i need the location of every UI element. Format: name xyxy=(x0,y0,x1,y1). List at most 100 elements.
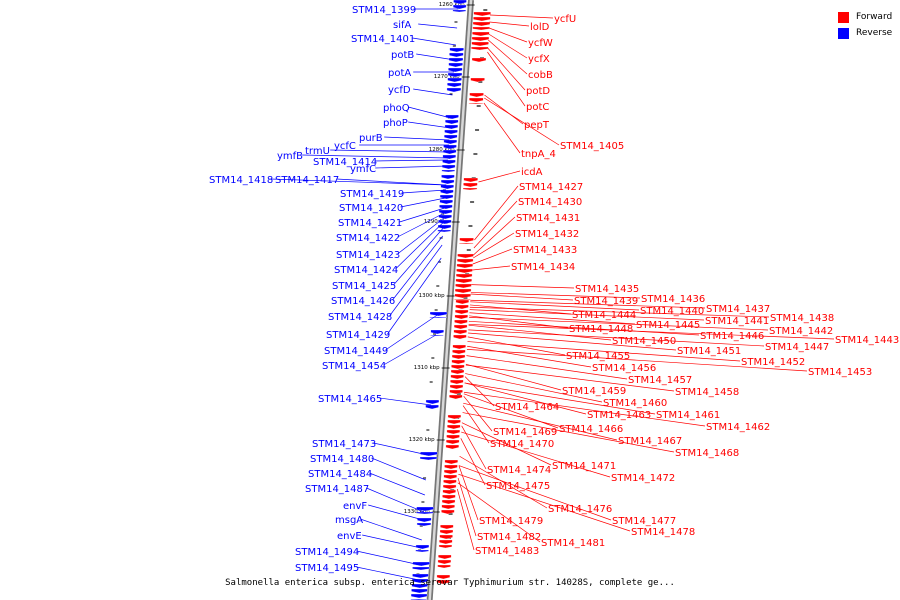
forward-gene-block xyxy=(439,534,453,540)
forward-gene-leader xyxy=(460,438,486,486)
forward-gene-block xyxy=(443,479,457,485)
legend-item-forward: Forward xyxy=(838,9,898,25)
reverse-gene-block xyxy=(442,154,456,160)
forward-gene-block xyxy=(452,349,466,355)
reverse-gene-block xyxy=(439,199,453,205)
forward-gene-block xyxy=(447,424,461,430)
legend-item-reverse: Reverse xyxy=(838,25,898,41)
reverse-gene-block xyxy=(419,456,438,461)
forward-gene-leader xyxy=(468,332,677,351)
forward-gene-block xyxy=(455,304,469,310)
reverse-gene-block xyxy=(448,62,463,68)
forward-gene-block xyxy=(453,324,468,330)
reverse-gene-block xyxy=(412,573,429,579)
forward-gene-block xyxy=(454,314,468,320)
forward-gene-block xyxy=(439,539,453,545)
reverse-gene-block xyxy=(447,72,463,78)
reverse-gene-block xyxy=(412,566,430,571)
forward-gene-label: STM14_1436 xyxy=(641,294,705,305)
forward-gene-leader xyxy=(484,97,560,146)
forward-gene-leader xyxy=(478,170,521,183)
reverse-gene-block xyxy=(439,194,454,200)
reverse-gene-block xyxy=(417,517,432,523)
forward-gene-block xyxy=(455,273,473,279)
reverse-gene-label: STM14_1424 xyxy=(334,265,398,276)
reverse-gene-block xyxy=(439,204,453,210)
reverse-gene-label: STM14_1494 xyxy=(295,547,359,558)
reverse-gene-leader xyxy=(356,550,421,566)
forward-gene-block xyxy=(472,26,490,31)
forward-gene-leader xyxy=(465,364,675,392)
forward-gene-leader xyxy=(469,306,770,318)
forward-gene-label: STM14_1470 xyxy=(490,439,554,450)
forward-gene-block xyxy=(473,16,491,22)
reverse-gene-block xyxy=(443,144,457,150)
tick-label: 1280 kbp xyxy=(429,147,455,153)
forward-gene-block xyxy=(471,41,489,47)
reverse-gene-block xyxy=(452,9,466,13)
forward-gene-label: STM14_1431 xyxy=(516,213,580,224)
reverse-gene-block xyxy=(444,129,458,135)
reverse-gene-leader xyxy=(401,189,446,194)
reverse-gene-label: STM14_1420 xyxy=(339,203,403,214)
forward-gene-label: ycfX xyxy=(528,54,550,65)
reverse-gene-block xyxy=(443,139,458,145)
reverse-gene-label: STM14_1473 xyxy=(312,439,376,450)
reverse-gene-leader xyxy=(413,88,453,96)
reverse-gene-block xyxy=(449,47,464,53)
reverse-gene-label: ymfB xyxy=(277,151,303,162)
reverse-gene-label: phoP xyxy=(383,118,408,129)
reverse-gene-block xyxy=(429,311,448,317)
forward-gene-leader xyxy=(463,402,618,441)
forward-gene-leader xyxy=(461,431,611,478)
reverse-gene-block xyxy=(412,561,430,567)
forward-gene-leader xyxy=(467,336,566,356)
forward-gene-label: STM14_1471 xyxy=(552,461,616,472)
reverse-swatch xyxy=(838,27,849,39)
forward-gene-block xyxy=(468,102,484,105)
forward-gene-block xyxy=(440,524,454,530)
reverse-gene-block xyxy=(442,159,456,165)
forward-gene-block xyxy=(446,439,460,445)
forward-gene-leader xyxy=(461,422,552,466)
forward-gene-block xyxy=(462,187,478,191)
reverse-gene-label: STM14_1422 xyxy=(336,233,400,244)
legend-label-forward: Forward xyxy=(856,12,893,22)
reverse-gene-label: STM14_1426 xyxy=(331,296,395,307)
reverse-gene-label: STM14_1418 xyxy=(209,175,273,186)
tick-label: 1310 kbp xyxy=(414,365,440,371)
forward-gene-block xyxy=(453,329,467,335)
forward-gene-block xyxy=(457,253,474,259)
reverse-gene-block xyxy=(429,316,447,319)
forward-gene-leader xyxy=(474,185,519,241)
legend-label-reverse: Reverse xyxy=(856,28,893,38)
forward-gene-block xyxy=(459,237,474,243)
reverse-gene-leader xyxy=(397,217,445,255)
reverse-gene-block xyxy=(445,119,459,125)
reverse-gene-leader xyxy=(384,136,450,141)
forward-gene-label: STM14_1441 xyxy=(705,316,769,327)
forward-gene-block xyxy=(446,434,460,440)
forward-gene-block xyxy=(455,299,469,305)
reverse-gene-block xyxy=(425,399,440,405)
forward-gene-block xyxy=(449,389,463,395)
tick-label: 1260 kbp xyxy=(439,2,465,8)
reverse-gene-label: STM14_1480 xyxy=(310,454,374,465)
forward-gene-label: STM14_1433 xyxy=(513,245,577,256)
reverse-gene-leader xyxy=(418,23,458,29)
forward-gene-label: STM14_1446 xyxy=(700,331,764,342)
forward-gene-label: pepT xyxy=(524,120,550,131)
reverse-gene-block xyxy=(440,189,454,195)
reverse-gene-block xyxy=(410,593,428,599)
reverse-gene-label: envE xyxy=(337,531,362,542)
reverse-gene-block xyxy=(411,583,428,589)
forward-gene-leader xyxy=(462,405,490,444)
forward-gene-label: STM14_1462 xyxy=(706,422,770,433)
forward-gene-label: STM14_1481 xyxy=(541,538,605,549)
forward-gene-leader xyxy=(469,304,572,315)
reverse-gene-label: STM14_1454 xyxy=(322,361,386,372)
forward-gene-leader xyxy=(471,284,575,289)
reverse-gene-leader xyxy=(375,165,448,169)
forward-gene-label: STM14_1432 xyxy=(515,229,579,240)
